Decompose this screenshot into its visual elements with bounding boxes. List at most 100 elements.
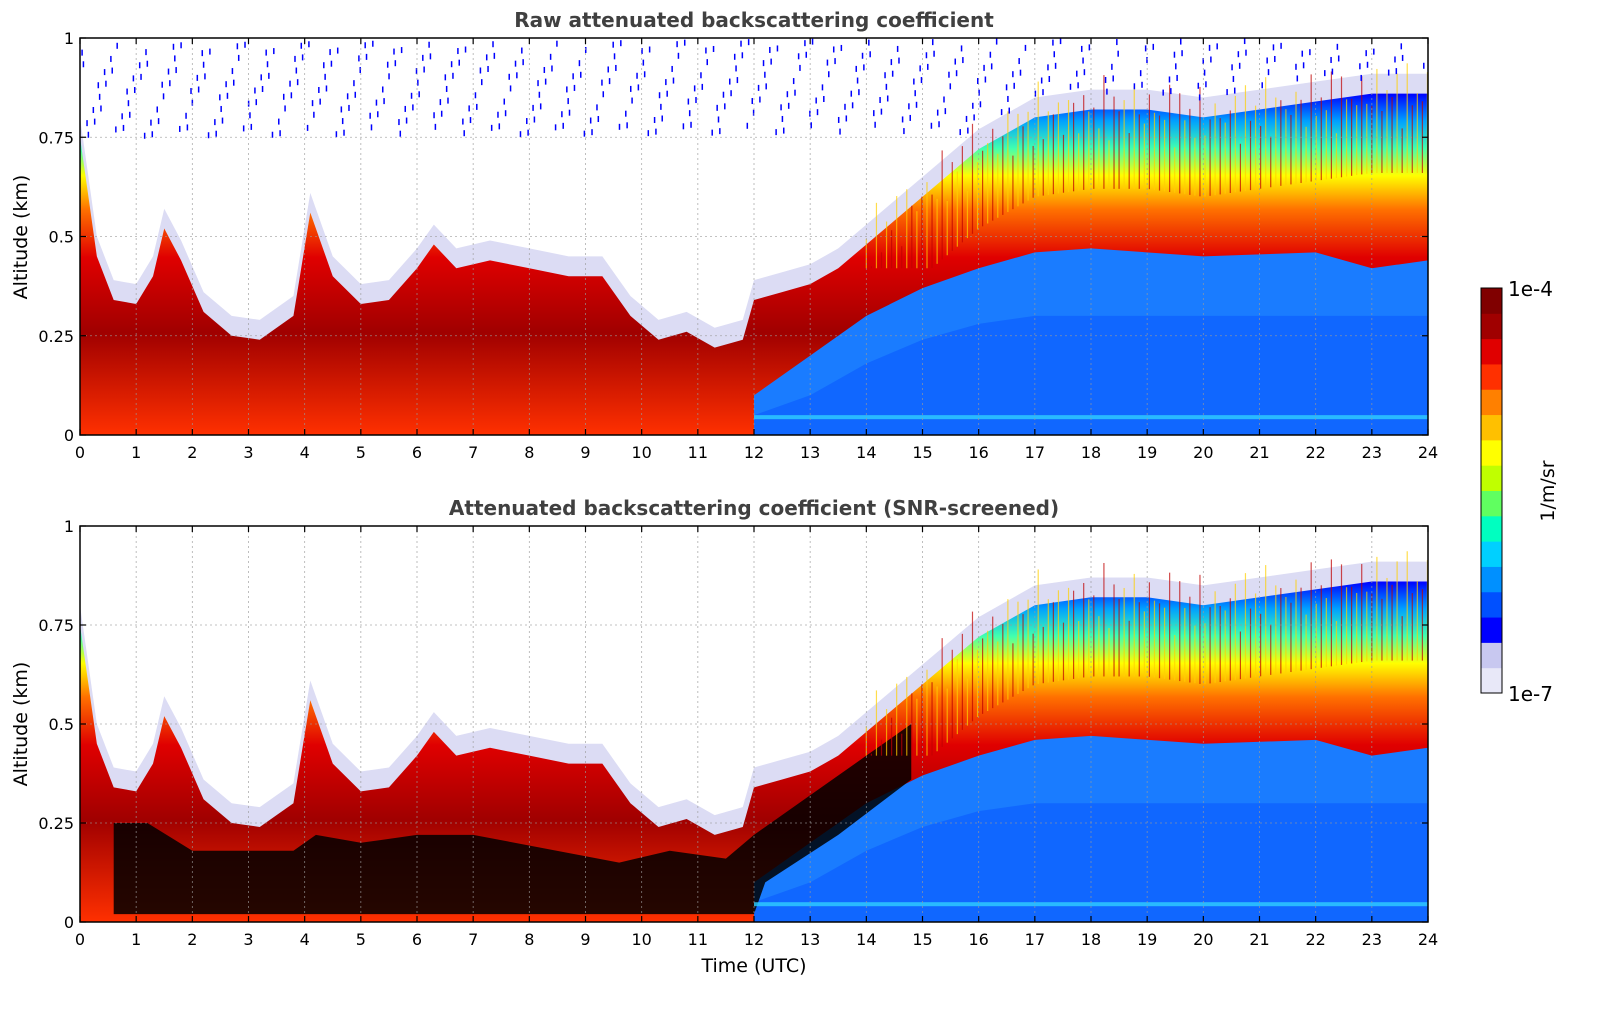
noise-speckle [1059,38,1062,45]
noise-speckle [1296,75,1299,82]
x-tick-label: 3 [243,443,253,462]
noise-speckle [410,92,413,99]
x-ticks: 0 1 2 3 4 5 6 7 8 9 10 11 12 13 14 15 16 17 18 19 20 21 22 23 24 [75,38,1438,462]
noise-speckle [415,68,418,75]
noise-speckle [580,71,582,78]
noise-speckle [1106,88,1108,95]
noise-speckle [1000,109,1003,116]
noise-speckle [225,81,227,88]
noise-speckle [497,111,499,118]
noise-speckle [821,84,824,91]
noise-speckle [1040,77,1043,84]
noise-speckle [522,59,524,66]
colorbar-frame [1480,287,1503,694]
noise-speckle [944,108,947,115]
noise-speckle [661,115,663,122]
noise-speckle [348,104,350,111]
x-tick-label: 17 [1025,443,1045,462]
x-tick-label: 0 [75,443,85,462]
noise-speckle [688,110,691,117]
noise-speckle [770,58,772,65]
noise-speckle [1243,38,1246,45]
x-tick-label: 13 [800,930,820,949]
noise-speckle [335,131,338,138]
noise-speckle [354,91,357,98]
noise-speckle [1337,55,1340,62]
noise-speckle [295,67,298,74]
noise-speckle [464,46,467,53]
noise-speckle [799,64,801,71]
noise-speckle [677,52,680,59]
noise-speckle [493,52,496,59]
noise-speckle [244,41,246,48]
noise-speckle [977,78,979,85]
noise-speckle [1054,62,1057,69]
noise-speckle [868,39,870,46]
noise-speckle [776,45,779,52]
noise-speckle [762,60,765,67]
noise-speckle [792,78,795,85]
noise-speckle [636,72,638,79]
noise-speckle [381,86,384,93]
noise-speckle [983,64,985,71]
x-tick-label: 14 [856,443,876,462]
noise-speckle [746,122,749,129]
noise-speckle [209,48,211,55]
noise-speckle [521,47,523,54]
noise-speckle [826,59,829,66]
noise-speckle [584,47,587,54]
noise-speckle [1208,44,1211,51]
noise-speckle [869,51,871,58]
noise-speckle [765,83,767,90]
noise-speckle [556,40,558,47]
x-tick-label: 24 [1418,443,1438,462]
noise-speckle [962,57,964,64]
noise-speckle [1272,44,1275,51]
noise-speckle [717,116,720,123]
noise-speckle [629,85,632,92]
noise-speckle [1047,64,1049,71]
noise-speckle [255,99,258,106]
noise-speckle [722,91,725,98]
noise-speckle [909,114,911,121]
noise-speckle [1173,51,1176,58]
noise-speckle [655,128,657,135]
noise-speckle [539,103,542,110]
noise-speckle [375,99,378,106]
noise-speckle [100,105,102,112]
noise-speckle [804,40,806,47]
noise-speckle [719,128,721,135]
noise-speckle [329,49,331,56]
noise-speckle [943,96,945,103]
noise-speckle [514,60,517,67]
noise-speckle [613,53,616,60]
noise-speckle [615,64,617,71]
noise-speckle [126,88,128,95]
noise-speckle [249,112,251,119]
x-tick-label: 5 [356,930,366,949]
noise-speckle [839,128,841,135]
noise-speckle [566,86,568,93]
y-ticks: 0 0.25 0.5 0.75 1 [38,517,1428,932]
noise-speckle [850,90,853,97]
noise-speckle [716,104,718,111]
noise-speckle [172,43,175,50]
noise-speckle [551,65,553,72]
noise-speckle [445,85,448,92]
noise-speckle [1210,56,1212,63]
noise-speckle [948,71,950,78]
noise-speckle [844,103,846,110]
noise-speckle [573,84,576,91]
x-tick-label: 15 [912,930,932,949]
x-tick-label: 23 [1362,930,1382,949]
noise-speckle [591,129,593,136]
noise-speckle [884,72,886,79]
noise-speckle [653,117,656,124]
noise-speckle [485,54,488,61]
noise-speckle [1395,68,1398,75]
noise-speckle [450,61,453,68]
noise-speckle [930,122,933,129]
noise-speckle [197,86,200,93]
noise-speckle [1231,64,1233,71]
noise-speckle [174,55,176,62]
